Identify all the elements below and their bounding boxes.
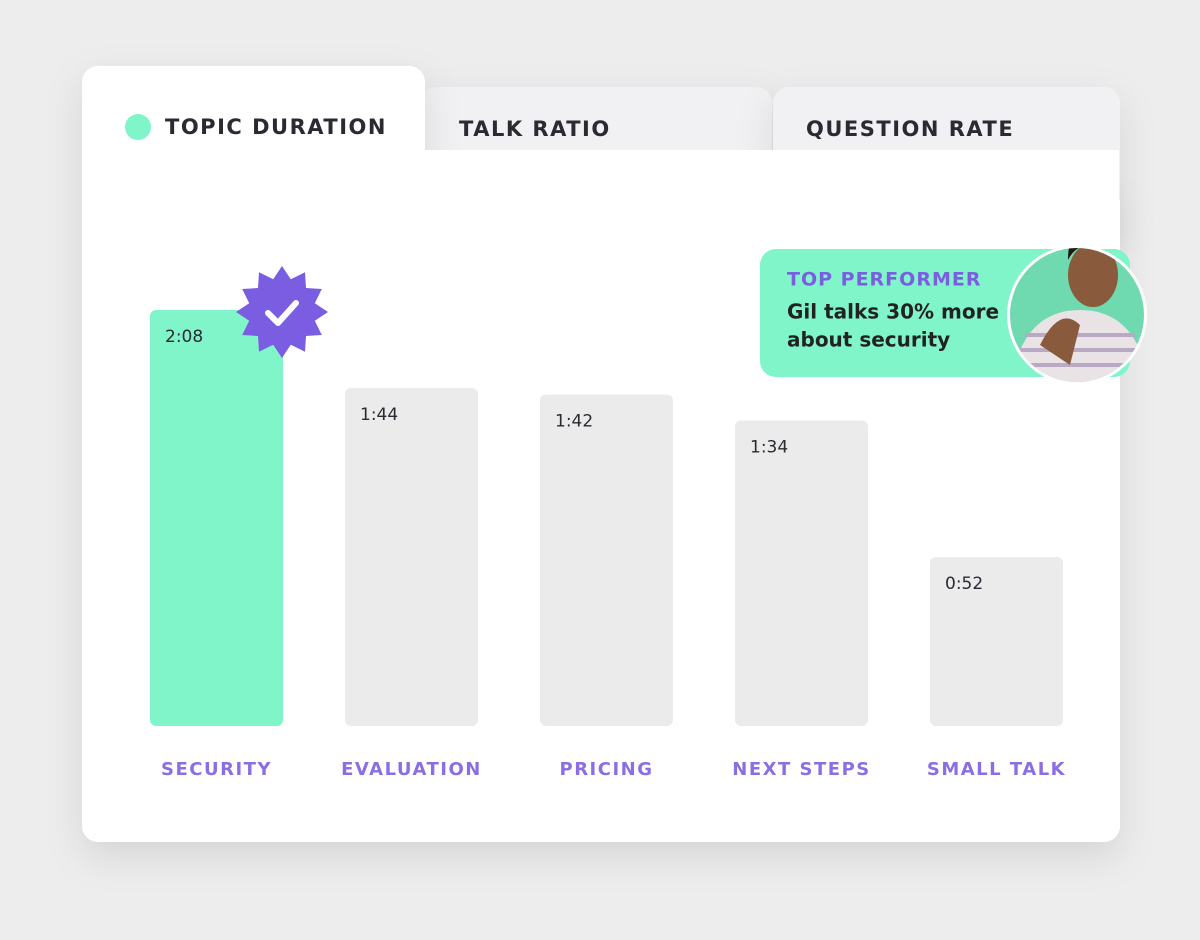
card-fill xyxy=(83,150,1119,230)
bar xyxy=(345,388,478,726)
bar xyxy=(540,394,673,726)
value-label: 2:08 xyxy=(165,327,203,347)
callout-text: Gil talks 30% more xyxy=(787,300,999,324)
callout-title: TOP PERFORMER xyxy=(787,269,981,291)
value-label: 0:52 xyxy=(945,574,983,594)
bar xyxy=(930,557,1063,726)
category-label: PRICING xyxy=(560,759,654,780)
bar xyxy=(735,420,868,726)
category-label: EVALUATION xyxy=(341,759,482,780)
tab-label[interactable]: QUESTION RATE xyxy=(806,117,1014,141)
tab-label[interactable]: TALK RATIO xyxy=(459,117,611,141)
category-label: NEXT STEPS xyxy=(732,759,870,780)
bar-chart: 2:08 SECURITY 1:44 EVALUATION 1:42 PRICING 1:3… xyxy=(150,310,1066,780)
value-label: 1:42 xyxy=(555,412,593,432)
category-label: SECURITY xyxy=(161,759,272,780)
value-label: 1:34 xyxy=(750,438,788,458)
category-label: SMALL TALK xyxy=(927,759,1066,780)
tab-label[interactable]: TOPIC DURATION xyxy=(165,115,387,139)
active-dot xyxy=(125,114,151,140)
badge xyxy=(236,266,328,358)
callout-text: about security xyxy=(787,328,950,352)
bar xyxy=(150,310,283,726)
avatar xyxy=(1007,245,1147,385)
value-label: 1:44 xyxy=(360,405,398,425)
